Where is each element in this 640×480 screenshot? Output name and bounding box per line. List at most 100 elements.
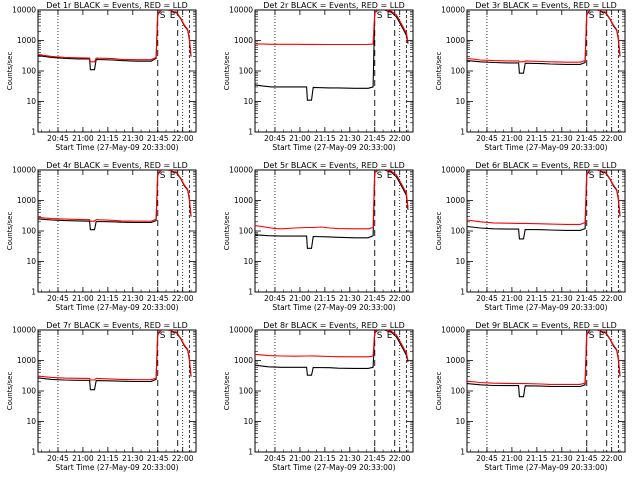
plot-frame xyxy=(466,329,626,453)
chart-panel-6: Det 6r BLACK = Events, RED = LLD 1 10 100 10… xyxy=(435,161,626,312)
x-tick-label: 21:45 xyxy=(576,294,598,303)
marker-label-s: S xyxy=(160,171,166,181)
y-tick-label: 1 xyxy=(460,128,465,137)
x-tick-label: 21:30 xyxy=(122,294,144,303)
y-axis-label: Counts/sec xyxy=(223,372,231,411)
y-tick-label: 1 xyxy=(248,448,253,457)
y-tick-label: 1000 xyxy=(446,196,465,205)
marker-label-s: S xyxy=(160,11,166,21)
x-tick-label: 21:00 xyxy=(289,454,311,463)
x-axis-label: Start Time (27-May-09 20:33:00) xyxy=(55,463,178,472)
y-tick-label: 1000 xyxy=(234,356,253,365)
plot-frame xyxy=(466,169,626,293)
plot-frame xyxy=(254,169,414,293)
plot-frame xyxy=(254,9,414,133)
marker-label-s: S xyxy=(160,331,166,341)
x-tick-label: 20:45 xyxy=(476,454,498,463)
series-line-black-events xyxy=(467,170,621,240)
series-line-red-lld xyxy=(255,330,409,361)
x-tick-label: 20:45 xyxy=(264,294,286,303)
y-tick-label: 10 xyxy=(26,417,36,426)
marker-label-e: E xyxy=(599,331,605,341)
x-tick-label: 22:00 xyxy=(601,294,623,303)
y-tick-label: 10000 xyxy=(12,326,36,335)
series-line-red-lld xyxy=(255,10,409,46)
x-tick-label: 20:45 xyxy=(264,134,286,143)
x-tick-label: 20:45 xyxy=(264,454,286,463)
x-tick-label: 21:15 xyxy=(526,454,548,463)
x-tick-label: 21:30 xyxy=(339,454,361,463)
marker-label-e: E xyxy=(170,331,176,341)
marker-label-s: S xyxy=(377,11,383,21)
series-line-red-lld xyxy=(467,330,621,385)
y-tick-label: 10000 xyxy=(441,326,465,335)
y-tick-label: 1 xyxy=(31,128,36,137)
x-tick-label: 20:45 xyxy=(476,134,498,143)
y-axis-label: Counts/sec xyxy=(435,52,443,91)
x-tick-label: 22:00 xyxy=(389,454,411,463)
y-tick-label: 100 xyxy=(239,227,254,236)
series-line-red-lld xyxy=(38,170,192,222)
plot-frame xyxy=(37,9,197,133)
x-tick-label: 21:45 xyxy=(364,294,386,303)
chart-title: Det 1r BLACK = Events, RED = LLD xyxy=(46,1,188,10)
x-tick-label: 21:30 xyxy=(551,454,573,463)
chart-title: Det 3r BLACK = Events, RED = LLD xyxy=(475,1,617,10)
marker-label-e: E xyxy=(170,11,176,21)
x-axis-label: Start Time (27-May-09 20:33:00) xyxy=(55,143,178,152)
y-tick-label: 1000 xyxy=(446,36,465,45)
y-axis-label: Counts/sec xyxy=(223,52,231,91)
x-axis-label: Start Time (27-May-09 20:33:00) xyxy=(272,143,395,152)
x-tick-label: 21:15 xyxy=(97,134,119,143)
x-tick-label: 20:45 xyxy=(476,294,498,303)
series-line-red-lld xyxy=(467,10,621,63)
x-tick-label: 21:00 xyxy=(72,134,94,143)
y-tick-label: 10 xyxy=(26,257,36,266)
x-tick-label: 22:00 xyxy=(601,454,623,463)
chart-title: Det 4r BLACK = Events, RED = LLD xyxy=(46,161,188,170)
marker-label-e: E xyxy=(599,11,605,21)
series-line-red-lld xyxy=(255,170,409,230)
marker-label-e: E xyxy=(599,171,605,181)
x-tick-label: 21:15 xyxy=(314,294,336,303)
x-tick-label: 21:00 xyxy=(501,134,523,143)
x-tick-label: 21:00 xyxy=(289,294,311,303)
chart-title: Det 2r BLACK = Events, RED = LLD xyxy=(263,1,405,10)
x-tick-label: 21:00 xyxy=(501,294,523,303)
chart-panel-7: Det 7r BLACK = Events, RED = LLD 1 10 100 10… xyxy=(6,321,197,472)
chart-panel-2: Det 2r BLACK = Events, RED = LLD 1 10 100 10… xyxy=(223,1,414,152)
plot-frame xyxy=(254,329,414,453)
x-tick-label: 22:00 xyxy=(601,134,623,143)
plot-frame xyxy=(37,169,197,293)
x-tick-label: 21:30 xyxy=(339,134,361,143)
y-tick-label: 1000 xyxy=(17,196,36,205)
y-tick-label: 1 xyxy=(248,128,253,137)
y-tick-label: 10 xyxy=(243,417,253,426)
chart-title: Det 5r BLACK = Events, RED = LLD xyxy=(263,161,405,170)
y-tick-label: 10 xyxy=(243,97,253,106)
marker-label-e: E xyxy=(387,11,393,21)
x-tick-label: 21:15 xyxy=(314,454,336,463)
chart-panel-4: Det 4r BLACK = Events, RED = LLD 1 10 100 10… xyxy=(6,161,197,312)
x-tick-label: 20:45 xyxy=(47,454,69,463)
series-line-black-events xyxy=(255,330,409,376)
x-tick-label: 21:15 xyxy=(314,134,336,143)
series-line-red-lld xyxy=(467,170,621,225)
x-tick-label: 21:30 xyxy=(339,294,361,303)
y-axis-label: Counts/sec xyxy=(6,212,14,251)
x-tick-label: 21:45 xyxy=(576,134,598,143)
chart-title: Det 7r BLACK = Events, RED = LLD xyxy=(46,321,188,330)
x-tick-label: 22:00 xyxy=(172,134,194,143)
marker-label-e: E xyxy=(387,171,393,181)
y-axis-label: Counts/sec xyxy=(6,52,14,91)
y-tick-label: 1000 xyxy=(446,356,465,365)
x-axis-label: Start Time (27-May-09 20:33:00) xyxy=(484,303,607,312)
y-tick-label: 10000 xyxy=(229,326,253,335)
y-tick-label: 10000 xyxy=(12,6,36,15)
y-tick-label: 10000 xyxy=(12,166,36,175)
y-tick-label: 100 xyxy=(22,227,37,236)
marker-label-s: S xyxy=(589,331,595,341)
plot-frame xyxy=(466,9,626,133)
y-tick-label: 100 xyxy=(22,67,37,76)
y-tick-label: 100 xyxy=(451,67,466,76)
